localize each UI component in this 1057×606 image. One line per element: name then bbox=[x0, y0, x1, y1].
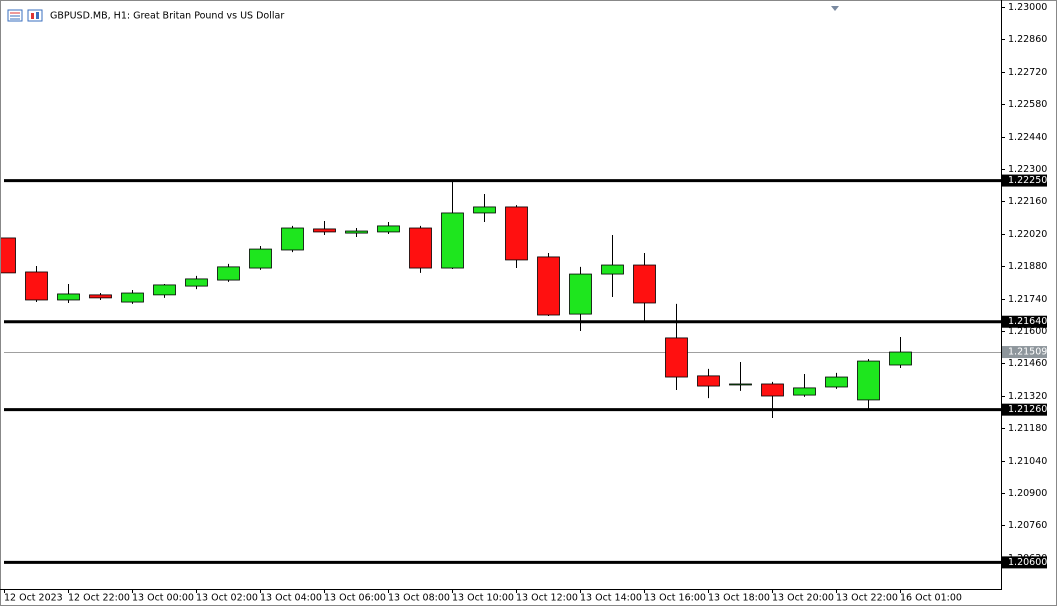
candle-body bbox=[505, 206, 528, 261]
candle-body bbox=[25, 271, 48, 301]
x-tick-label: 13 Oct 14:00 bbox=[580, 593, 642, 604]
x-tick-label: 13 Oct 02:00 bbox=[196, 593, 258, 604]
y-tick-label: 1.21740 bbox=[1008, 294, 1047, 305]
x-tick-label: 13 Oct 08:00 bbox=[388, 593, 450, 604]
candle-body bbox=[633, 264, 656, 304]
candle-body bbox=[313, 228, 336, 233]
candle-body bbox=[857, 360, 880, 401]
candle-body bbox=[729, 383, 752, 386]
y-tick-label: 1.21460 bbox=[1008, 358, 1047, 369]
level-label-bg bbox=[1002, 403, 1047, 416]
level-label: 1.21260 bbox=[1008, 404, 1047, 415]
candle-body bbox=[185, 278, 208, 287]
current-price-label: 1.21509 bbox=[1008, 347, 1047, 358]
x-tick-label: 16 Oct 01:00 bbox=[900, 593, 962, 604]
y-tick-label: 1.22860 bbox=[1008, 34, 1047, 45]
icon-chart[interactable] bbox=[27, 9, 43, 22]
candle-body bbox=[569, 273, 592, 315]
y-tick-label: 1.20760 bbox=[1008, 520, 1047, 531]
candle-body bbox=[345, 230, 368, 234]
y-tick-label: 1.21180 bbox=[1008, 423, 1047, 434]
level-label: 1.20600 bbox=[1008, 557, 1047, 568]
candle-body bbox=[697, 375, 720, 387]
y-tick-label: 1.22720 bbox=[1008, 67, 1047, 78]
plot-area bbox=[1, 181, 1001, 418]
x-tick-label: 13 Oct 12:00 bbox=[516, 593, 578, 604]
y-tick-label: 1.23000 bbox=[1008, 2, 1047, 13]
level-label: 1.21640 bbox=[1008, 316, 1047, 327]
icon-bar bbox=[36, 12, 39, 19]
candle-body bbox=[1, 237, 16, 274]
y-tick-label: 1.22300 bbox=[1008, 164, 1047, 175]
y-tick-label: 1.21600 bbox=[1008, 326, 1047, 337]
candle-body bbox=[441, 212, 464, 269]
chart-title: GBPUSD.MB, H1: Great Britan Pound vs US … bbox=[50, 11, 284, 22]
candle-body bbox=[89, 294, 112, 299]
y-tick-label: 1.22160 bbox=[1008, 196, 1047, 207]
level-label-bg bbox=[1002, 315, 1047, 328]
candle-body bbox=[281, 227, 304, 251]
level-label-bg bbox=[1002, 174, 1047, 187]
x-tick-label: 13 Oct 10:00 bbox=[452, 593, 514, 604]
candle-body bbox=[537, 256, 560, 316]
candle-body bbox=[761, 383, 784, 397]
current-price-label-bg bbox=[1002, 346, 1047, 359]
y-tick-label: 1.22580 bbox=[1008, 99, 1047, 110]
y-tick-label: 1.21320 bbox=[1008, 391, 1047, 402]
x-tick-label: 13 Oct 18:00 bbox=[708, 593, 770, 604]
x-tick-label: 12 Oct 2023 bbox=[4, 593, 63, 604]
x-tick-label: 13 Oct 16:00 bbox=[644, 593, 706, 604]
level-label-bg bbox=[1002, 556, 1047, 569]
icon-bar bbox=[31, 13, 34, 19]
y-tick-label: 1.21880 bbox=[1008, 261, 1047, 272]
candle-body bbox=[825, 376, 848, 388]
candle-body bbox=[121, 292, 144, 303]
toolbar-icons bbox=[7, 9, 43, 22]
x-tick-label: 13 Oct 20:00 bbox=[772, 593, 834, 604]
candle-body bbox=[889, 351, 912, 366]
level-label: 1.22250 bbox=[1008, 175, 1047, 186]
y-tick-label: 1.20900 bbox=[1008, 488, 1047, 499]
candle-body bbox=[249, 248, 272, 269]
y-tick-label: 1.22440 bbox=[1008, 132, 1047, 143]
candle-body bbox=[665, 337, 688, 378]
y-tick-label: 1.21040 bbox=[1008, 456, 1047, 467]
candle-body bbox=[473, 206, 496, 214]
y-tick-label: 1.22020 bbox=[1008, 229, 1047, 240]
x-tick-label: 13 Oct 22:00 bbox=[836, 593, 898, 604]
candle-body bbox=[377, 225, 400, 233]
x-tick-label: 13 Oct 04:00 bbox=[260, 593, 322, 604]
shift-marker[interactable] bbox=[831, 6, 839, 11]
candle-body bbox=[217, 266, 240, 281]
candle-body bbox=[153, 284, 176, 296]
candle-body bbox=[409, 227, 432, 269]
candle-body bbox=[601, 264, 624, 275]
candle-body bbox=[57, 293, 80, 301]
candle-body bbox=[793, 387, 816, 396]
x-tick-label: 12 Oct 22:00 bbox=[68, 593, 130, 604]
x-tick-label: 13 Oct 06:00 bbox=[324, 593, 386, 604]
x-tick-label: 13 Oct 00:00 bbox=[132, 593, 194, 604]
